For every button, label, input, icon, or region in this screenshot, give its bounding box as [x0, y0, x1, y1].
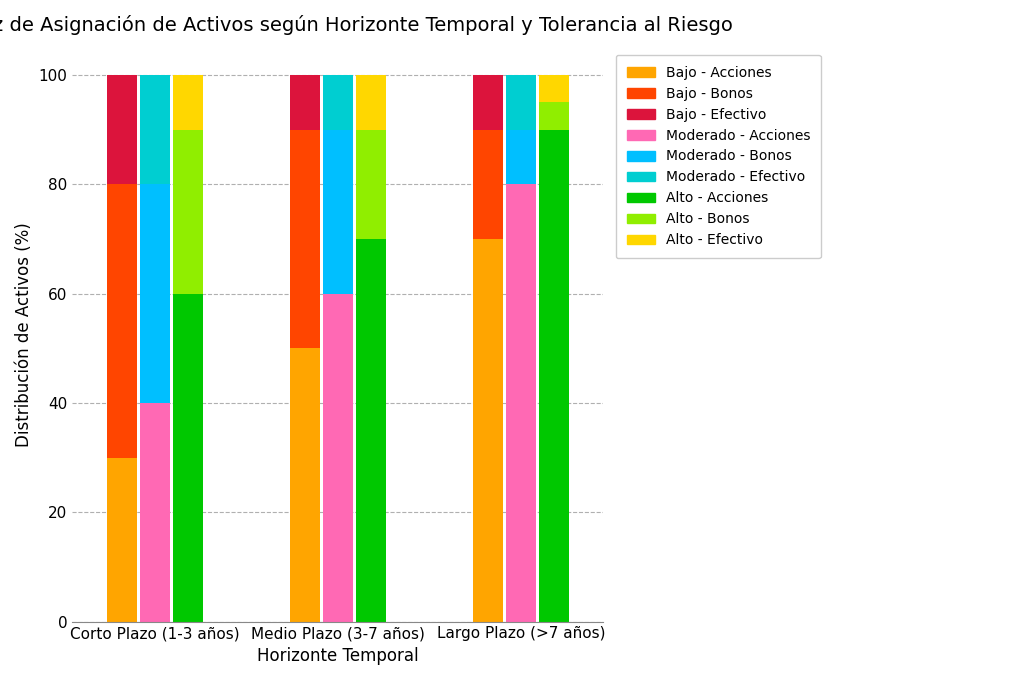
Bar [356, 239, 386, 622]
Bar [290, 348, 320, 622]
Bar [473, 130, 503, 239]
Bar [322, 294, 353, 622]
Bar [473, 75, 503, 130]
Bar [322, 75, 353, 130]
Bar [473, 239, 503, 622]
Bar [505, 75, 536, 130]
Bar [106, 458, 137, 622]
Bar [173, 294, 203, 622]
Bar [290, 130, 320, 348]
Bar [173, 75, 203, 130]
Bar [322, 130, 353, 294]
Bar [356, 130, 386, 239]
Bar [106, 75, 137, 184]
Bar [356, 75, 386, 130]
Bar [539, 102, 569, 130]
Bar [139, 403, 170, 622]
Bar [505, 184, 536, 622]
Legend: Bajo - Acciones, Bajo - Bonos, Bajo - Efectivo, Moderado - Acciones, Moderado - : Bajo - Acciones, Bajo - Bonos, Bajo - Ef… [616, 54, 821, 258]
Bar [505, 130, 536, 184]
Y-axis label: Distribución de Activos (%): Distribución de Activos (%) [15, 222, 33, 447]
Bar [290, 75, 320, 130]
Bar [173, 130, 203, 294]
Bar [539, 75, 569, 102]
Bar [539, 130, 569, 622]
X-axis label: Horizonte Temporal: Horizonte Temporal [257, 647, 418, 665]
Title: Matriz de Asignación de Activos según Horizonte Temporal y Tolerancia al Riesgo: Matriz de Asignación de Activos según Ho… [0, 15, 732, 35]
Bar [106, 184, 137, 458]
Bar [139, 184, 170, 403]
Bar [139, 75, 170, 184]
